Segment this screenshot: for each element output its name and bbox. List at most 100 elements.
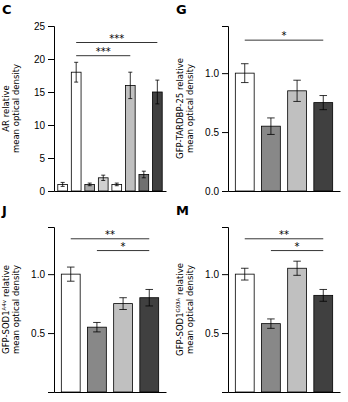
y-tick: 10 xyxy=(34,120,54,131)
bar xyxy=(114,304,133,392)
error-bar xyxy=(142,171,146,178)
y-tick-mark xyxy=(48,191,54,192)
panel-title: G xyxy=(176,2,187,17)
error-bar-cap xyxy=(293,261,301,262)
error-bar-stem xyxy=(130,72,131,98)
y-tick: 0.5 xyxy=(205,127,228,138)
y-tick-mark xyxy=(222,191,228,192)
error-bar-stem xyxy=(70,267,71,281)
error-bar xyxy=(93,322,101,331)
error-bar-cap xyxy=(74,82,78,83)
error-bar-stem xyxy=(323,289,324,301)
error-bar-stem xyxy=(96,322,97,331)
y-tick: 1.0 xyxy=(31,269,54,280)
y-axis-title: GFP-SOD1ᴬ⁴ᵛ relativemean optical density xyxy=(1,265,21,354)
y-tick-label: 0.0 xyxy=(205,186,219,197)
error-bar xyxy=(319,289,327,301)
error-bar-cap xyxy=(145,289,153,290)
error-bar-cap xyxy=(241,268,249,269)
panel: 0.51.0***JGFP-SOD1ᴬ⁴ᵛ relativemean optic… xyxy=(1,203,167,393)
bar xyxy=(125,85,135,191)
y-tick-mark xyxy=(48,59,54,60)
bar xyxy=(288,268,307,392)
error-bar-cap xyxy=(142,177,146,178)
error-bar xyxy=(155,80,159,104)
error-bar-stem xyxy=(149,289,150,306)
error-bar xyxy=(74,62,78,82)
y-tick-label: 25 xyxy=(34,21,46,32)
y-tick-label: 1.0 xyxy=(31,269,45,280)
error-bar-cap xyxy=(155,103,159,104)
error-bar-cap xyxy=(61,186,65,187)
error-bar-cap xyxy=(241,280,249,281)
y-axis-title-line: GFP-SOD1ᴬ⁴ᵛ relative xyxy=(1,265,11,354)
error-bar-cap xyxy=(241,82,249,83)
y-axis-title-line: mean optical density xyxy=(185,64,195,153)
error-bar-cap xyxy=(319,109,327,110)
x-axis-line xyxy=(55,191,167,192)
significance-label: * xyxy=(121,241,126,252)
bar xyxy=(140,298,159,392)
y-axis-title: AR relativemean optical density xyxy=(1,64,21,153)
error-bar-cap xyxy=(267,117,275,118)
error-bar-stem xyxy=(103,175,104,180)
error-bar-cap xyxy=(119,297,127,298)
y-tick: 0 xyxy=(39,186,54,197)
error-bar-cap xyxy=(319,301,327,302)
y-axis-line xyxy=(48,228,55,393)
y-axis-title-line: mean optical density xyxy=(11,265,21,354)
y-axis-line xyxy=(222,228,229,393)
y-tick-label: 15 xyxy=(34,87,46,98)
error-bar-cap xyxy=(115,183,119,184)
y-tick-mark xyxy=(222,73,228,74)
bar xyxy=(112,184,122,191)
x-axis xyxy=(229,392,341,393)
error-bar xyxy=(119,298,127,310)
y-tick-label: 20 xyxy=(34,54,46,65)
error-bar-cap xyxy=(93,322,101,323)
y-tick-mark xyxy=(48,92,54,93)
error-bar-stem xyxy=(297,261,298,275)
y-tick-label: 0.5 xyxy=(31,328,45,339)
y-axis: 0.51.0 xyxy=(205,228,228,393)
significance-label: ** xyxy=(279,229,289,240)
error-bar-stem xyxy=(323,96,324,110)
error-bar xyxy=(293,80,301,101)
x-axis-line xyxy=(55,392,167,393)
panel: 0.51.0***MGFP-SOD1ᴳ⁹³ᴬ relativemean opti… xyxy=(175,203,341,393)
error-bar-stem xyxy=(270,319,271,328)
error-bar xyxy=(241,268,249,280)
y-tick-mark xyxy=(48,158,54,159)
error-bar-cap xyxy=(115,185,119,186)
y-tick-label: 10 xyxy=(34,120,46,131)
plot-area xyxy=(235,64,332,191)
error-bar-stem xyxy=(244,268,245,280)
bar xyxy=(235,274,254,392)
y-tick-mark xyxy=(48,333,54,334)
annotations: *** xyxy=(245,229,324,252)
y-axis-line xyxy=(222,27,229,192)
error-bar-cap xyxy=(101,175,105,176)
error-bar-cap xyxy=(293,101,301,102)
error-bar-stem xyxy=(157,80,158,104)
error-bar-stem xyxy=(62,182,63,186)
y-tick: 0.5 xyxy=(31,328,54,339)
panel-title: J xyxy=(1,203,7,218)
error-bar xyxy=(293,261,301,275)
error-bar xyxy=(128,72,132,98)
y-tick-label: 1.0 xyxy=(205,68,219,79)
error-bar xyxy=(101,175,105,180)
plot-area xyxy=(61,267,158,392)
bar xyxy=(314,103,333,191)
y-tick: 15 xyxy=(34,87,54,98)
bar xyxy=(71,72,81,191)
error-bar xyxy=(267,319,275,328)
y-axis-title-line: mean optical density xyxy=(185,265,195,354)
y-axis-title-line: GFP-TARDBP-25 relative xyxy=(175,58,185,159)
error-bar-cap xyxy=(93,331,101,332)
error-bar xyxy=(267,118,275,135)
bar xyxy=(87,327,106,392)
x-axis xyxy=(55,392,167,393)
error-bar-stem xyxy=(143,171,144,178)
y-tick-label: 0.5 xyxy=(205,127,219,138)
